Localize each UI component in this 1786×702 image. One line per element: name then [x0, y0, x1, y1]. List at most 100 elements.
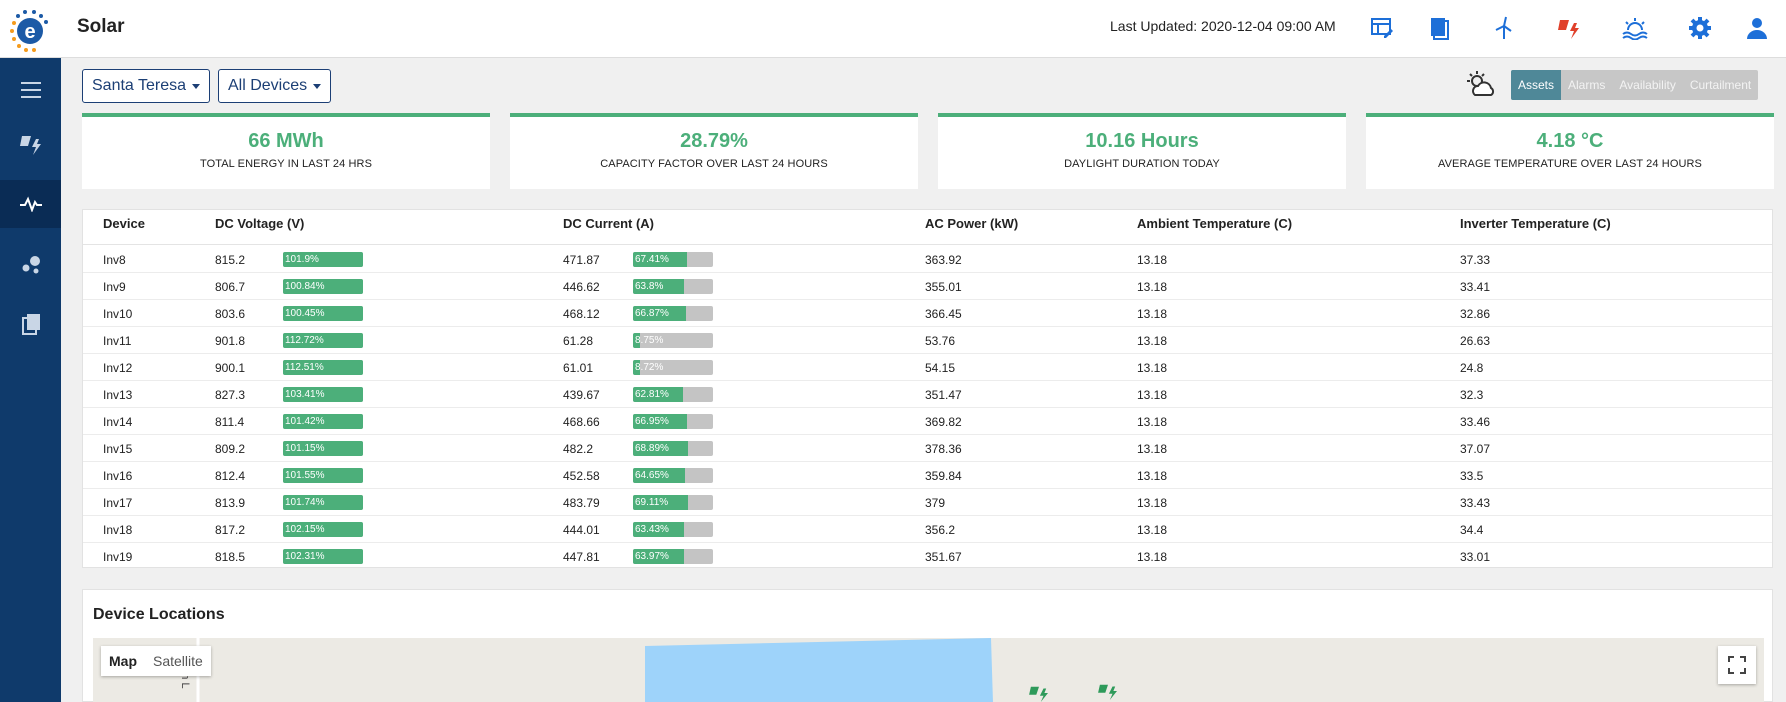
table-row[interactable]: Inv16 812.4 452.58 359.84 13.18 33.5 101.55% 64… [83, 462, 1772, 489]
settings-gear-icon[interactable] [1685, 13, 1715, 43]
dc-current-cell: 468.66 [563, 415, 600, 429]
device-name-cell: Inv18 [103, 523, 133, 537]
progress-bar-fill [633, 279, 685, 294]
device-name-cell: Inv14 [103, 415, 133, 429]
progress-bar-label: 63.43% [635, 524, 669, 535]
fullscreen-button[interactable] [1718, 646, 1756, 684]
table-row[interactable]: Inv19 818.5 447.81 351.67 13.18 33.01 102.31% 6… [83, 543, 1772, 567]
dc-current-progress-bar: 66.87% [633, 306, 713, 321]
devices-dropdown[interactable]: All Devices [218, 69, 332, 103]
column-header-ac-power[interactable]: AC Power (kW) [925, 216, 1019, 231]
progress-bar-label: 67.41% [635, 254, 669, 265]
tab-curtailment[interactable]: Curtailment [1689, 78, 1752, 92]
ambient-temperature-cell: 13.18 [1137, 361, 1168, 375]
dc-current-progress-bar: 62.81% [633, 387, 713, 402]
company-logo[interactable]: e [8, 9, 52, 53]
progress-bar-label: 112.51% [285, 362, 324, 373]
dashboard-edit-icon[interactable] [1367, 13, 1397, 43]
dc-current-cell: 61.28 [563, 334, 594, 348]
progress-bar-fill [633, 549, 685, 564]
table-row[interactable]: Inv9 806.7 446.62 355.01 13.18 33.41 100.84% 63… [83, 273, 1772, 300]
table-row[interactable]: Inv10 803.6 468.12 366.45 13.18 32.86 100.45% 6… [83, 300, 1772, 327]
tab-assets[interactable]: Assets [1511, 70, 1562, 100]
map-type-satellite[interactable]: Satellite [153, 653, 203, 669]
devices-dropdown-label: All Devices [228, 77, 308, 94]
progress-bar-fill [283, 549, 363, 564]
progress-bar-fill [283, 333, 363, 348]
report-book-icon[interactable] [1424, 13, 1454, 43]
dc-current-progress-bar: 8.75% [633, 333, 713, 348]
progress-bar-label: 102.15% [285, 524, 325, 535]
progress-bar-fill [283, 279, 363, 294]
ac-power-cell: 359.84 [925, 469, 962, 483]
device-marker-icon[interactable] [1028, 684, 1050, 702]
progress-bar-label: 66.87% [635, 308, 669, 319]
fullscreen-icon [1728, 656, 1746, 674]
kpi-value: 66 MWh [248, 130, 324, 152]
table-row[interactable]: Inv15 809.2 482.2 378.36 13.18 37.07 101.15% 68… [83, 435, 1772, 462]
ac-power-cell: 54.15 [925, 361, 956, 375]
column-header-device[interactable]: Device [103, 216, 145, 231]
dc-voltage-cell: 818.5 [215, 550, 246, 564]
dc-current-cell: 482.2 [563, 442, 594, 456]
table-row[interactable]: Inv14 811.4 468.66 369.82 13.18 33.46 101.42% 6… [83, 408, 1772, 435]
user-profile-icon[interactable] [1742, 13, 1772, 43]
table-row[interactable]: Inv11 901.8 61.28 53.76 13.18 26.63 112.72% 8.7… [83, 327, 1772, 354]
dc-voltage-progress-bar: 112.72% [283, 333, 363, 348]
inverter-temperature-cell: 34.4 [1460, 523, 1484, 537]
table-row[interactable]: Inv13 827.3 439.67 351.47 13.18 32.3 103.41% 62… [83, 381, 1772, 408]
dc-current-cell: 444.01 [563, 523, 600, 537]
map-type-map[interactable]: Map [109, 653, 137, 669]
inverter-temperature-cell: 37.07 [1460, 442, 1491, 456]
inverter-temperature-cell: 26.63 [1460, 334, 1491, 348]
dc-current-progress-bar: 63.97% [633, 549, 713, 564]
documents-icon[interactable] [0, 300, 61, 348]
device-table[interactable]: Device DC Voltage (V) DC Current (A) AC … [82, 209, 1773, 568]
ac-power-cell: 53.76 [925, 334, 956, 348]
table-row[interactable]: Inv8 815.2 471.87 363.92 13.18 37.33 101.9% 67.… [83, 246, 1772, 273]
dc-current-cell: 468.12 [563, 307, 600, 321]
column-header-inverter-temperature[interactable]: Inverter Temperature (C) [1460, 216, 1611, 231]
menu-icon[interactable] [0, 66, 61, 114]
dc-voltage-cell: 803.6 [215, 307, 246, 321]
table-row[interactable]: Inv17 813.9 483.79 379 13.18 33.43 101.74% 69.1… [83, 489, 1772, 516]
ambient-temperature-cell: 13.18 [1137, 253, 1168, 267]
dc-current-cell: 446.62 [563, 280, 600, 294]
tab-alarms[interactable]: Alarms [1568, 78, 1606, 92]
solar-power-icon[interactable] [0, 120, 61, 168]
device-name-cell: Inv16 [103, 469, 133, 483]
tab-availability[interactable]: Availability [1619, 78, 1676, 92]
sunset-water-icon[interactable] [1620, 13, 1650, 43]
activity-pulse-icon[interactable] [0, 180, 61, 228]
dc-voltage-cell: 827.3 [215, 388, 246, 402]
ac-power-cell: 356.2 [925, 523, 956, 537]
map-view[interactable]: artin L Map Satellite [93, 638, 1764, 702]
weather-cloud-sun-icon[interactable] [1466, 70, 1496, 100]
cluster-dots-icon[interactable] [0, 240, 61, 288]
progress-bar-label: 101.15% [285, 443, 325, 454]
column-header-ambient-temperature[interactable]: Ambient Temperature (C) [1137, 216, 1293, 231]
device-marker-icon[interactable] [1097, 682, 1119, 702]
kpi-value: 4.18 °C [1536, 130, 1604, 152]
dc-voltage-cell: 813.9 [215, 496, 246, 510]
device-name-cell: Inv17 [103, 496, 133, 510]
table-row[interactable]: Inv18 817.2 444.01 356.2 13.18 34.4 102.15% 63.… [83, 516, 1772, 543]
dc-voltage-cell: 812.4 [215, 469, 246, 483]
progress-bar-fill [633, 306, 687, 321]
column-header-dc-current[interactable]: DC Current (A) [563, 216, 654, 231]
ac-power-cell: 351.47 [925, 388, 962, 402]
dc-voltage-progress-bar: 101.42% [283, 414, 363, 429]
column-header-dc-voltage[interactable]: DC Voltage (V) [215, 216, 305, 231]
ambient-temperature-cell: 13.18 [1137, 415, 1168, 429]
wind-turbine-icon[interactable] [1489, 13, 1519, 43]
inverter-temperature-cell: 33.5 [1460, 469, 1484, 483]
dc-voltage-cell: 815.2 [215, 253, 246, 267]
map-title: Device Locations [93, 606, 225, 623]
dc-current-progress-bar: 63.8% [633, 279, 713, 294]
solar-alert-icon[interactable] [1554, 13, 1584, 43]
table-row[interactable]: Inv12 900.1 61.01 54.15 13.18 24.8 112.51% 8.72… [83, 354, 1772, 381]
progress-bar-label: 62.81% [635, 389, 669, 400]
site-dropdown[interactable]: Santa Teresa [82, 69, 210, 103]
inverter-temperature-cell: 32.3 [1460, 388, 1484, 402]
kpi-average-temperature: 4.18 °C AVERAGE TEMPERATURE OVER LAST 24… [1366, 113, 1774, 189]
